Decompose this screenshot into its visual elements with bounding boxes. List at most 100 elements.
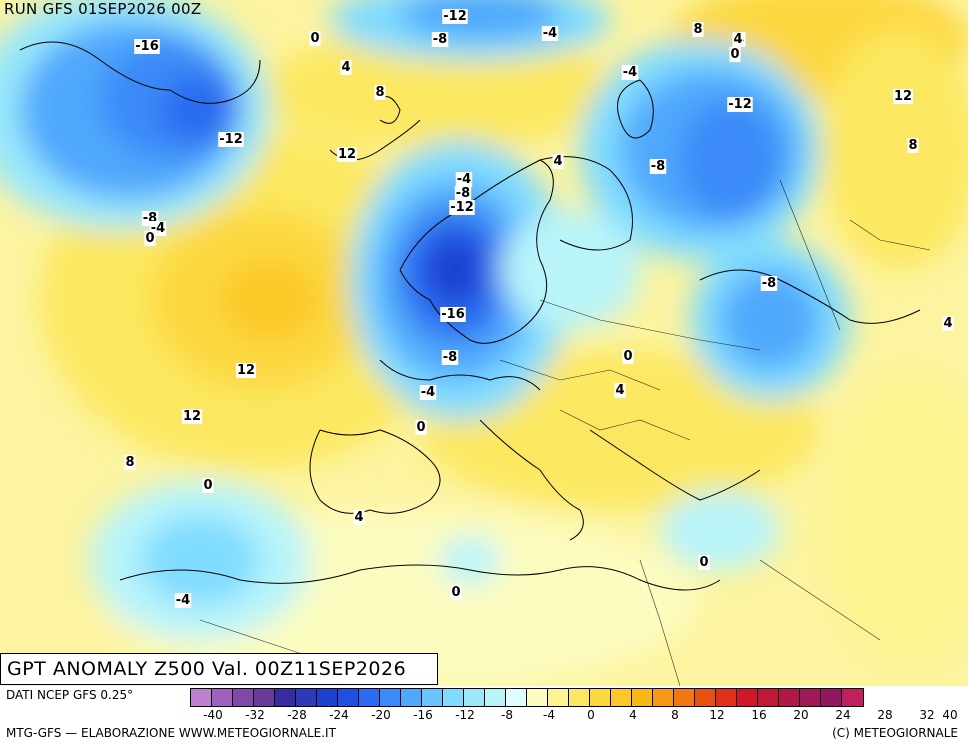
contour-label-background	[454, 186, 472, 201]
colorbar-swatch	[212, 689, 233, 706]
contour-label: -16	[135, 39, 159, 54]
contour-label: 0	[699, 555, 708, 570]
colorbar-swatch	[821, 689, 842, 706]
contour-label-background	[419, 385, 437, 400]
colorbar-swatch	[737, 689, 758, 706]
contour-label-background	[353, 510, 365, 525]
title-box: GPT ANOMALY Z500 Val. 00Z11SEP2026	[0, 653, 438, 685]
colorbar-tick-label: -24	[329, 708, 349, 722]
contour-label: 12	[237, 363, 255, 378]
contour-label-background	[134, 39, 160, 54]
contour-label: -8	[456, 186, 470, 201]
contour-label: 12	[894, 89, 912, 104]
contour-label-background	[174, 593, 192, 608]
contour-label: 8	[693, 22, 702, 37]
contour-label: -8	[651, 159, 665, 174]
colorbar-tick-label: -8	[501, 708, 513, 722]
copyright-text: (C) METEOGIORNALE	[832, 726, 958, 740]
contour-label: 4	[943, 316, 952, 331]
contour-label-background	[449, 200, 475, 215]
contour-label-background	[181, 409, 203, 424]
colorbar-swatch	[254, 689, 275, 706]
colorbar-swatch	[506, 689, 527, 706]
colorbar-swatch	[653, 689, 674, 706]
contour-label: 4	[615, 383, 624, 398]
colorbar-tick-label: -28	[287, 708, 307, 722]
contour-label-background	[942, 316, 954, 331]
colorbar-tick-label: 16	[751, 708, 767, 722]
contour-label: 12	[183, 409, 201, 424]
contour-label-background	[374, 85, 386, 100]
colorbar-tick-label: -16	[413, 708, 433, 722]
contour-label-background	[552, 154, 564, 169]
contour-label-background	[415, 420, 427, 435]
contour-label-background	[892, 89, 914, 104]
colorbar-tick-label: 4	[629, 708, 637, 722]
contour-label-background	[340, 60, 352, 75]
contour-label-background	[907, 138, 919, 153]
contour-label-background	[431, 32, 449, 47]
contour-label-background	[622, 349, 634, 364]
contour-label-background	[440, 307, 466, 322]
colorbar-swatch	[275, 689, 296, 706]
colorbar-swatch	[674, 689, 695, 706]
colorbar-swatch	[569, 689, 590, 706]
contour-label-background	[729, 47, 741, 62]
contour-label: 0	[310, 31, 319, 46]
geopotential-anomaly-map: -16-12-8-40-12-8-40484812-4-12-80-4-8-12…	[0, 0, 968, 686]
contour-label: -4	[457, 172, 471, 187]
contour-label: 4	[341, 60, 350, 75]
contour-label: 4	[354, 510, 363, 525]
footer: DATI NCEP GFS 0.25° -40 -32 -28 -24 -20 -16 -1…	[0, 686, 968, 745]
contour-label: 0	[451, 585, 460, 600]
colorbar-swatch	[632, 689, 653, 706]
contour-label-background	[455, 172, 473, 187]
colorbar-tick-label: 24	[835, 708, 851, 722]
contour-label: 8	[125, 455, 134, 470]
colorbar-tick-label: 40	[942, 708, 958, 722]
colorbar-swatch	[695, 689, 716, 706]
colorbar-swatch	[296, 689, 317, 706]
contour-label-background	[541, 26, 559, 41]
colorbar-swatch	[422, 689, 443, 706]
colorbar	[190, 688, 864, 707]
contour-label: -8	[433, 32, 447, 47]
colorbar-swatch	[380, 689, 401, 706]
contour-label: 0	[730, 47, 739, 62]
contour-label-background	[727, 97, 753, 112]
contour-label: -4	[543, 26, 557, 41]
colorbar-tick-label: -32	[245, 708, 265, 722]
colorbar-swatch	[359, 689, 380, 706]
contour-label: -4	[176, 593, 190, 608]
contour-label: -8	[762, 276, 776, 291]
colorbar-swatch	[401, 689, 422, 706]
contour-label: -4	[623, 65, 637, 80]
map-title: GPT ANOMALY Z500 Val. 00Z11SEP2026	[7, 658, 407, 680]
contour-label: 4	[553, 154, 562, 169]
run-label: RUN GFS 01SEP2026 00Z	[4, 0, 202, 18]
colorbar-swatch	[779, 689, 800, 706]
contour-label: -8	[443, 350, 457, 365]
contour-label-background	[218, 132, 244, 147]
colorbar-swatch	[527, 689, 548, 706]
colorbar-tick-label: -12	[455, 708, 475, 722]
contour-label: -12	[728, 97, 752, 112]
contour-label-background	[692, 22, 704, 37]
colorbar-swatch	[233, 689, 254, 706]
contour-label: -12	[450, 200, 474, 215]
contour-label: -12	[443, 9, 467, 24]
contour-label-background	[760, 276, 778, 291]
colorbar-tick-label: 28	[877, 708, 893, 722]
contour-label: -16	[441, 307, 465, 322]
colorbar-swatch	[317, 689, 338, 706]
colorbar-swatch	[590, 689, 611, 706]
contour-label-background	[442, 9, 468, 24]
colorbar-swatch	[800, 689, 821, 706]
contour-label: 4	[733, 32, 742, 47]
colorbar-swatch	[758, 689, 779, 706]
colorbar-swatch	[716, 689, 737, 706]
contour-label-background	[336, 147, 358, 162]
colorbar-tick-label: 20	[793, 708, 809, 722]
colorbar-tick-label: 8	[671, 708, 679, 722]
colorbar-swatch	[485, 689, 506, 706]
